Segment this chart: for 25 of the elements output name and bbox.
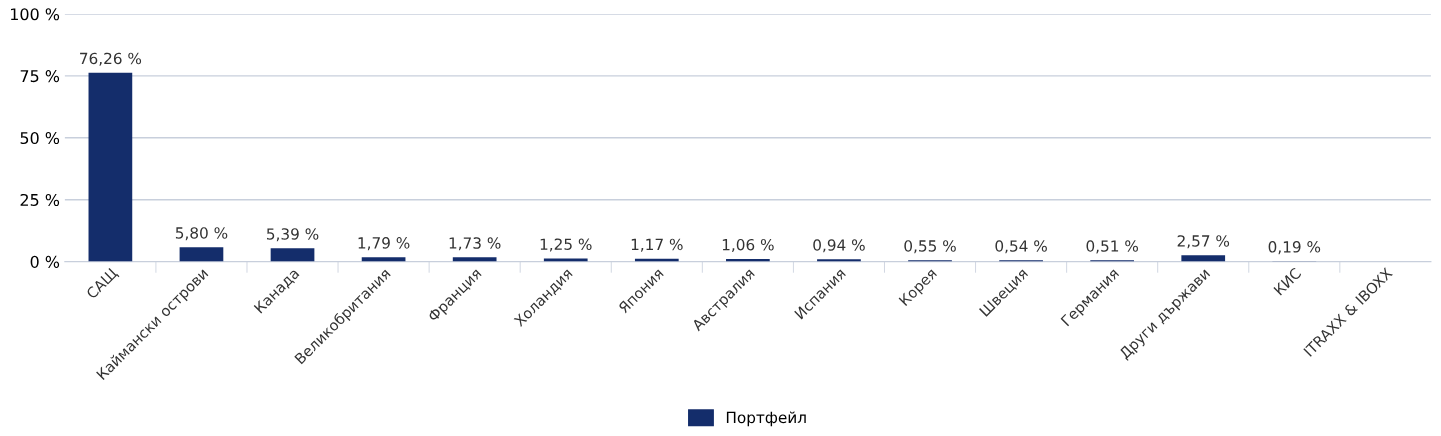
y-tick-label: 75 % [20,70,60,83]
data-label: 5,39 % [267,228,319,242]
bar [88,72,133,262]
y-tick-label: 0 % [30,255,60,268]
y-tick-label: 100 % [11,8,60,21]
data-label: 2,57 % [1177,235,1230,249]
data-label: 0,55 % [904,240,956,254]
data-label: 1,06 % [722,238,774,253]
data-label: 76,26 % [80,52,142,66]
data-label: 5,80 % [175,227,228,241]
bar [1181,255,1226,262]
data-label: 1,73 % [449,237,501,251]
data-label: 0,54 % [995,240,1047,254]
data-label: 1,17 % [631,238,683,252]
data-label: 0,19 % [1268,241,1321,255]
bar [179,247,224,262]
data-label: 0,51 % [1086,240,1139,254]
data-label: 0,94 % [813,239,865,253]
data-label: 1,25 % [540,238,592,252]
y-tick-label: 25 % [20,193,60,206]
bar [270,248,315,262]
data-label: 1,79 % [358,237,410,251]
bar [452,257,497,262]
legend-label: Портфейл [726,411,806,427]
y-tick-label: 50 % [20,131,60,145]
